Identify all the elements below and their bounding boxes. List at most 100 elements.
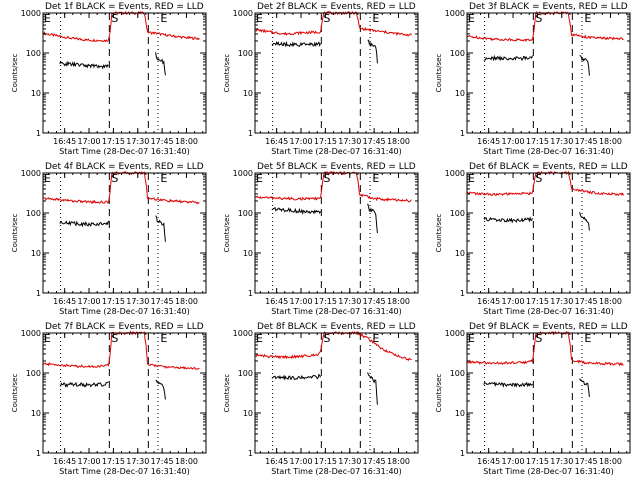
x-tick-label: 17:45 bbox=[575, 297, 598, 306]
chart-title: Det 9f BLACK = Events, RED = LLD bbox=[469, 322, 628, 332]
events-series-line bbox=[271, 206, 321, 215]
x-tick-label: 16:45 bbox=[265, 137, 288, 146]
y-tick-label: 100 bbox=[238, 49, 253, 58]
y-tick-label: 1 bbox=[36, 449, 41, 458]
y-tick-label: 1000 bbox=[445, 9, 465, 18]
y-tick-label: 10 bbox=[243, 89, 253, 98]
x-tick-label: 17:30 bbox=[126, 457, 149, 466]
y-tick-label: 100 bbox=[26, 209, 41, 218]
x-tick-label: 17:45 bbox=[151, 457, 174, 466]
x-tick-label: 17:15 bbox=[314, 137, 337, 146]
lld-series-line bbox=[43, 170, 200, 205]
x-tick-label: 16:45 bbox=[477, 137, 500, 146]
x-tick-label: 17:15 bbox=[314, 457, 337, 466]
x-tick-label: 18:00 bbox=[599, 457, 622, 466]
chart-title: Det 7f BLACK = Events, RED = LLD bbox=[45, 322, 204, 332]
x-tick-label: 17:00 bbox=[501, 137, 524, 146]
y-tick-label: 1 bbox=[248, 449, 253, 458]
y-tick-label: 1000 bbox=[233, 9, 253, 18]
x-tick-label: 17:45 bbox=[363, 457, 386, 466]
y-tick-label: 10 bbox=[243, 249, 253, 258]
lld-series-line bbox=[467, 11, 624, 42]
marker-label-e: E bbox=[584, 12, 591, 25]
marker-label-s: S bbox=[111, 12, 118, 25]
events-series-line bbox=[271, 40, 321, 48]
x-tick-label: 17:45 bbox=[363, 297, 386, 306]
y-tick-label: 100 bbox=[450, 49, 465, 58]
chart-title: Det 5f BLACK = Events, RED = LLD bbox=[257, 162, 416, 172]
events-series-line bbox=[59, 220, 109, 228]
marker-label-e: E bbox=[468, 12, 475, 25]
x-tick-label: 17:00 bbox=[77, 457, 100, 466]
x-tick-label: 18:00 bbox=[387, 297, 410, 306]
y-axis-label: Counts/sec bbox=[11, 214, 19, 253]
x-tick-label: 17:00 bbox=[289, 137, 312, 146]
x-tick-label: 17:45 bbox=[151, 137, 174, 146]
events-series-line bbox=[155, 379, 166, 400]
x-tick-label: 16:45 bbox=[477, 457, 500, 466]
events-series-line bbox=[483, 54, 533, 62]
y-axis-label: Counts/sec bbox=[11, 54, 19, 93]
x-tick-label: 16:45 bbox=[53, 457, 76, 466]
plot-frame bbox=[254, 332, 419, 454]
x-tick-label: 16:45 bbox=[477, 297, 500, 306]
y-tick-label: 1 bbox=[248, 289, 253, 298]
y-axis-label: Counts/sec bbox=[11, 374, 19, 413]
y-tick-label: 1000 bbox=[233, 329, 253, 338]
y-tick-label: 1 bbox=[460, 289, 465, 298]
plot-frame bbox=[466, 172, 631, 294]
marker-label-s: S bbox=[111, 332, 118, 345]
y-tick-label: 10 bbox=[31, 409, 41, 418]
y-tick-label: 1 bbox=[248, 129, 253, 138]
chart-title: Det 3f BLACK = Events, RED = LLD bbox=[469, 2, 628, 12]
x-tick-label: 16:45 bbox=[53, 297, 76, 306]
x-tick-label: 17:45 bbox=[363, 137, 386, 146]
y-axis-label: Counts/sec bbox=[435, 374, 443, 413]
x-tick-label: 16:45 bbox=[265, 297, 288, 306]
x-axis-label: Start Time (28-Dec-07 16:31:40) bbox=[271, 307, 402, 316]
marker-label-s: S bbox=[535, 332, 542, 345]
events-series-line bbox=[271, 373, 321, 381]
x-tick-label: 17:00 bbox=[289, 457, 312, 466]
events-series-line bbox=[367, 203, 378, 234]
y-tick-label: 1000 bbox=[445, 169, 465, 178]
x-tick-label: 17:00 bbox=[501, 457, 524, 466]
y-tick-label: 100 bbox=[238, 209, 253, 218]
chart-title: Det 6f BLACK = Events, RED = LLD bbox=[469, 162, 628, 172]
marker-label-e: E bbox=[256, 172, 263, 185]
x-tick-label: 18:00 bbox=[387, 137, 410, 146]
events-series-line bbox=[483, 381, 533, 388]
marker-label-e: E bbox=[44, 12, 51, 25]
marker-label-e: E bbox=[160, 332, 167, 345]
events-series-line bbox=[367, 39, 378, 64]
x-tick-label: 17:30 bbox=[550, 457, 573, 466]
events-series-line bbox=[155, 52, 166, 76]
y-tick-label: 1000 bbox=[21, 9, 41, 18]
x-tick-label: 17:15 bbox=[526, 297, 549, 306]
plot-frame bbox=[254, 12, 419, 134]
x-tick-label: 17:15 bbox=[526, 137, 549, 146]
lld-series-line bbox=[255, 170, 412, 203]
marker-label-e: E bbox=[160, 12, 167, 25]
x-tick-label: 17:00 bbox=[289, 297, 312, 306]
x-axis-label: Start Time (28-Dec-07 16:31:40) bbox=[271, 467, 402, 476]
plot-frame bbox=[254, 172, 419, 294]
x-tick-label: 17:30 bbox=[126, 297, 149, 306]
x-tick-label: 17:00 bbox=[77, 297, 100, 306]
x-tick-label: 17:45 bbox=[151, 297, 174, 306]
y-tick-label: 10 bbox=[455, 89, 465, 98]
y-tick-label: 1000 bbox=[21, 329, 41, 338]
marker-label-e: E bbox=[372, 332, 379, 345]
x-tick-label: 18:00 bbox=[599, 297, 622, 306]
marker-label-s: S bbox=[535, 12, 542, 25]
chart-title: Det 1f BLACK = Events, RED = LLD bbox=[45, 2, 204, 12]
marker-label-s: S bbox=[323, 332, 330, 345]
y-tick-label: 10 bbox=[31, 89, 41, 98]
y-tick-label: 100 bbox=[238, 369, 253, 378]
plot-frame bbox=[466, 12, 631, 134]
lld-series-line bbox=[255, 330, 412, 362]
plot-frame bbox=[42, 332, 207, 454]
